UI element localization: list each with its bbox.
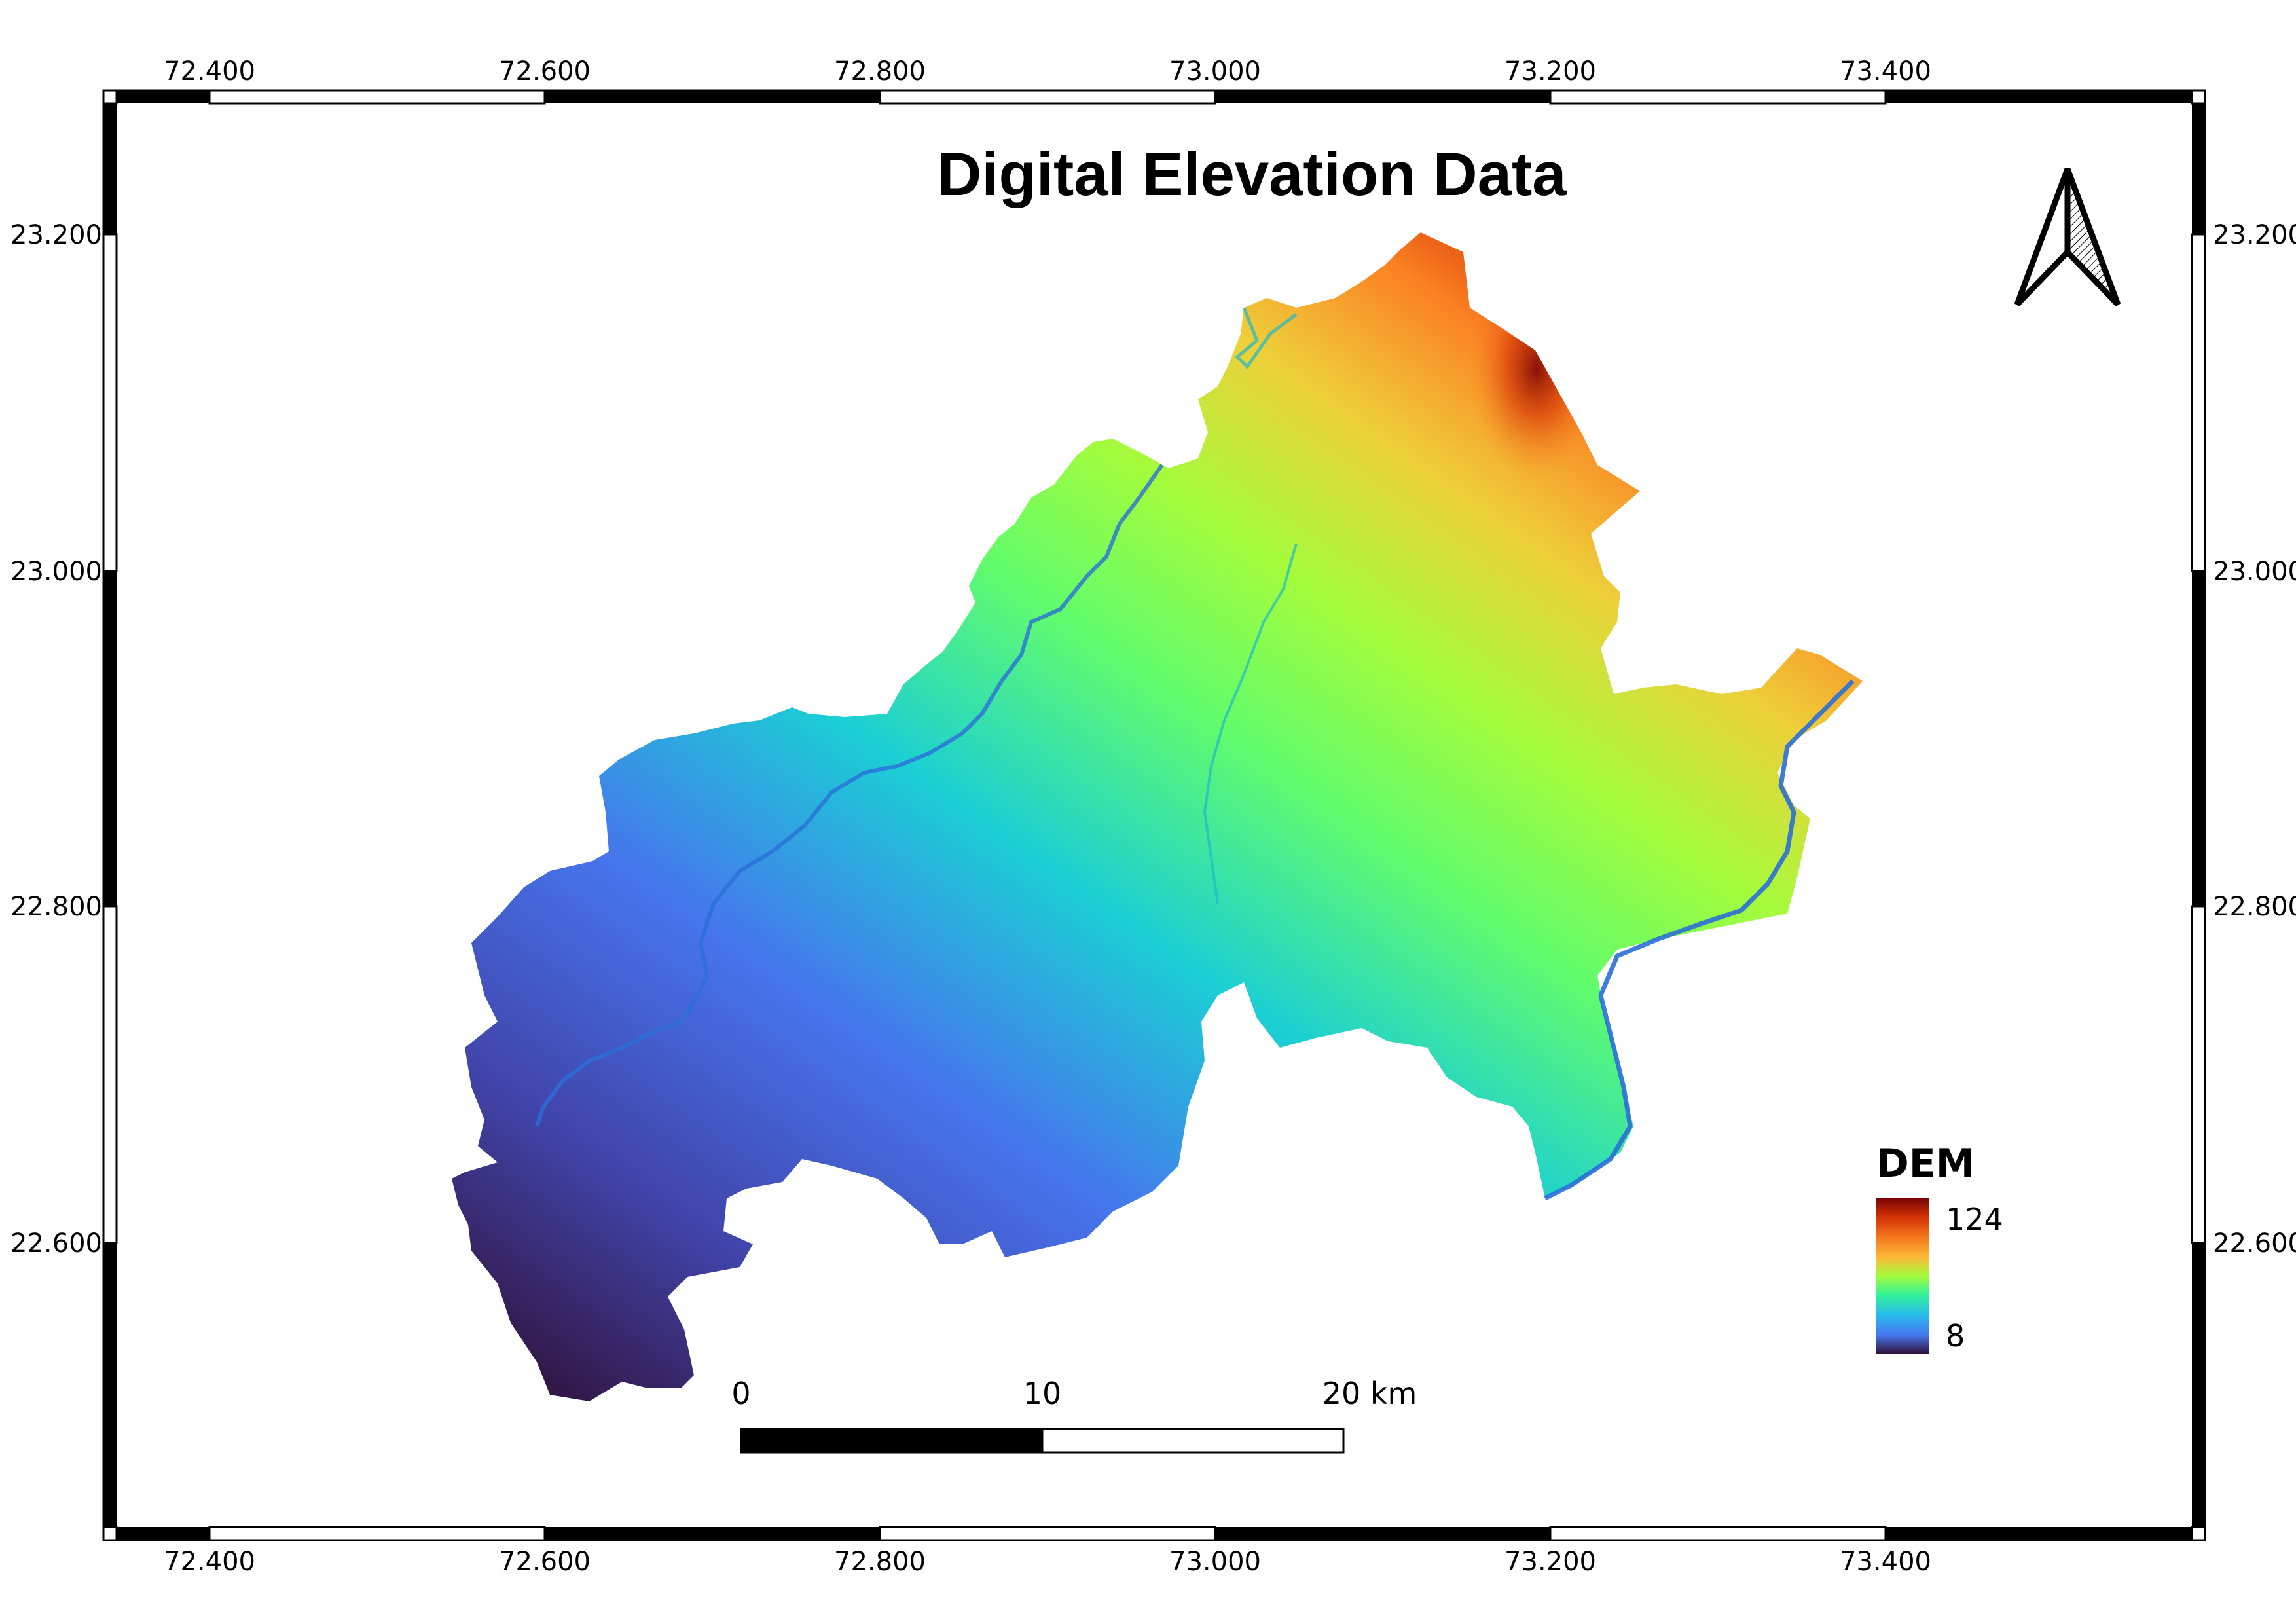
- lon-label: 72.600: [499, 1547, 591, 1577]
- lat-label: 23.000: [10, 557, 102, 587]
- river: [1235, 307, 1298, 369]
- lon-label: 73.000: [1169, 1547, 1261, 1577]
- legend-min-label: 8: [1946, 1318, 1965, 1354]
- north-arrow-icon: [2014, 168, 2121, 307]
- lon-label: 72.800: [834, 56, 926, 86]
- lat-label: 22.600: [10, 1228, 102, 1259]
- legend: DEM 124 8: [1876, 1141, 2003, 1354]
- frame-border-left: [102, 103, 118, 1527]
- lon-label: 72.600: [499, 56, 591, 86]
- frame-border-right: [2191, 103, 2206, 1527]
- lat-label: 23.200: [2213, 220, 2296, 250]
- scale-bar-segment-black: [740, 1428, 1044, 1454]
- lat-label: 23.200: [10, 220, 102, 250]
- legend-color-ramp: [1876, 1198, 1929, 1354]
- dem-region: [452, 232, 1863, 1401]
- lon-label: 73.200: [1504, 1547, 1596, 1577]
- map-title: Digital Elevation Data: [937, 139, 1567, 208]
- longitude-labels-bottom: 72.400 72.600 72.800 73.000 73.200 73.40…: [164, 1547, 1931, 1577]
- scale-label-0: 0: [731, 1376, 750, 1411]
- scale-bar: 0 10 20 km: [731, 1376, 1417, 1454]
- lon-label: 72.800: [834, 1547, 926, 1577]
- lon-label: 72.400: [164, 1547, 255, 1577]
- lat-label: 22.800: [10, 892, 102, 922]
- lat-label: 22.800: [2213, 892, 2296, 922]
- lon-label: 73.400: [1840, 1547, 1931, 1577]
- dem-highland: [1336, 232, 1640, 720]
- river: [535, 464, 1164, 1127]
- frame-border-top: [117, 89, 2192, 105]
- lon-label: 73.000: [1169, 56, 1261, 86]
- latitude-labels-left: 23.200 23.000 22.800 22.600: [10, 220, 102, 1259]
- lon-label: 72.400: [164, 56, 255, 86]
- scale-label-20: 20 km: [1322, 1376, 1417, 1411]
- scale-label-10: 10: [1023, 1376, 1062, 1411]
- river: [1544, 679, 1855, 1201]
- lat-label: 23.000: [2213, 557, 2296, 587]
- frame-border-bottom: [117, 1526, 2192, 1541]
- river: [1203, 543, 1298, 904]
- lat-label: 22.600: [2213, 1228, 2296, 1259]
- dem-raster: [452, 232, 1863, 1401]
- legend-max-label: 124: [1946, 1202, 2003, 1237]
- lon-label: 73.200: [1504, 56, 1596, 86]
- lon-label: 73.400: [1840, 56, 1931, 86]
- legend-title: DEM: [1876, 1141, 1975, 1187]
- latitude-labels-right: 23.200 23.000 22.800 22.600: [2213, 220, 2296, 1259]
- scale-bar-segment-white: [1041, 1428, 1345, 1454]
- longitude-labels-top: 72.400 72.600 72.800 73.000 73.200 73.40…: [164, 56, 1931, 86]
